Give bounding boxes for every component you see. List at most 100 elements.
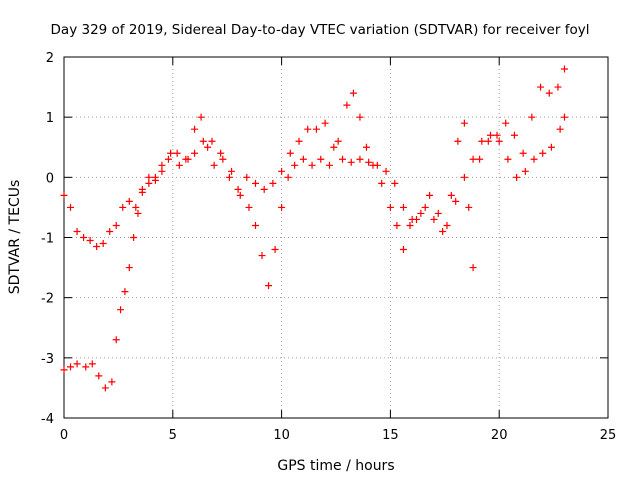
- data-point: [430, 215, 438, 223]
- data-point: [112, 221, 120, 229]
- data-point: [80, 234, 88, 241]
- data-point: [182, 155, 190, 163]
- data-point: [339, 155, 347, 163]
- data-point: [391, 179, 399, 187]
- data-point: [454, 137, 462, 145]
- data-point: [286, 149, 294, 157]
- data-point: [138, 188, 146, 196]
- data-point: [164, 155, 172, 163]
- data-point: [219, 155, 227, 163]
- data-point: [460, 119, 468, 127]
- data-point: [73, 227, 81, 235]
- data-point: [119, 203, 127, 211]
- data-point: [208, 137, 216, 145]
- data-point: [204, 143, 212, 151]
- series-trace-b: [60, 113, 568, 251]
- data-point: [510, 131, 518, 139]
- data-point: [158, 167, 166, 175]
- data-point: [408, 215, 416, 223]
- data-point: [121, 288, 129, 296]
- data-point: [258, 252, 266, 260]
- x-axis-label: GPS time / hours: [277, 458, 394, 474]
- data-point: [317, 155, 325, 163]
- data-point: [217, 149, 225, 157]
- y-tick-label: -3: [41, 352, 54, 367]
- data-point: [191, 149, 199, 157]
- data-point: [417, 209, 425, 217]
- data-point: [434, 209, 442, 217]
- data-point: [173, 149, 181, 157]
- data-point: [495, 137, 503, 145]
- data-point: [539, 149, 547, 157]
- data-point: [260, 185, 268, 193]
- data-point: [106, 227, 114, 235]
- data-point: [125, 197, 133, 205]
- data-point: [125, 264, 133, 272]
- data-point: [399, 246, 407, 254]
- y-tick-label: -4: [41, 412, 54, 427]
- data-point: [378, 179, 386, 187]
- y-axis-label: SDTVAR / TECUs: [7, 180, 23, 295]
- data-point: [199, 137, 207, 145]
- data-point: [421, 203, 429, 211]
- data-point: [478, 137, 486, 145]
- data-point: [145, 173, 153, 181]
- data-point: [373, 161, 381, 169]
- data-point: [132, 203, 140, 211]
- data-point: [158, 161, 166, 169]
- data-point: [399, 203, 407, 211]
- data-point: [469, 155, 477, 163]
- data-point: [365, 158, 373, 166]
- data-point: [295, 137, 303, 145]
- data-point: [228, 167, 236, 175]
- axis-ticks: [63, 56, 609, 419]
- data-point: [519, 149, 527, 157]
- y-tick-label: 2: [46, 51, 54, 66]
- data-point: [245, 203, 253, 211]
- data-point: [86, 237, 94, 245]
- data-point: [278, 203, 286, 211]
- data-point: [82, 363, 90, 371]
- data-point: [175, 161, 183, 169]
- x-tick-label: 5: [169, 428, 177, 443]
- data-point: [108, 378, 116, 386]
- data-point: [151, 173, 159, 181]
- data-point: [251, 221, 259, 229]
- data-point: [101, 384, 109, 392]
- data-point: [439, 227, 447, 235]
- data-point: [308, 161, 316, 169]
- series-trace-a: [60, 65, 568, 392]
- data-point: [393, 221, 401, 229]
- data-point: [334, 137, 342, 145]
- data-point: [545, 89, 553, 97]
- y-tick-label: 0: [46, 171, 54, 186]
- data-point: [304, 125, 312, 133]
- x-tick-label: 0: [60, 428, 68, 443]
- data-point: [236, 191, 244, 199]
- data-point: [112, 336, 120, 344]
- data-point: [130, 234, 138, 241]
- data-point: [60, 191, 68, 199]
- data-point: [278, 167, 286, 175]
- data-point: [67, 363, 75, 371]
- data-point: [325, 161, 333, 169]
- data-point: [554, 83, 562, 91]
- data-point: [99, 240, 107, 248]
- x-tick-label: 20: [491, 428, 508, 443]
- data-point: [426, 191, 434, 199]
- data-point: [530, 155, 538, 163]
- data-point: [234, 185, 242, 193]
- data-point: [528, 113, 536, 121]
- data-point: [225, 173, 233, 181]
- data-point: [291, 161, 299, 169]
- data-point: [243, 173, 251, 181]
- data-point: [484, 137, 492, 145]
- data-point: [469, 264, 477, 272]
- data-point: [284, 173, 292, 181]
- data-point: [330, 143, 338, 151]
- data-point: [265, 282, 273, 290]
- data-point: [502, 119, 510, 127]
- data-point: [452, 197, 460, 205]
- data-point: [73, 360, 81, 368]
- data-point: [269, 179, 277, 187]
